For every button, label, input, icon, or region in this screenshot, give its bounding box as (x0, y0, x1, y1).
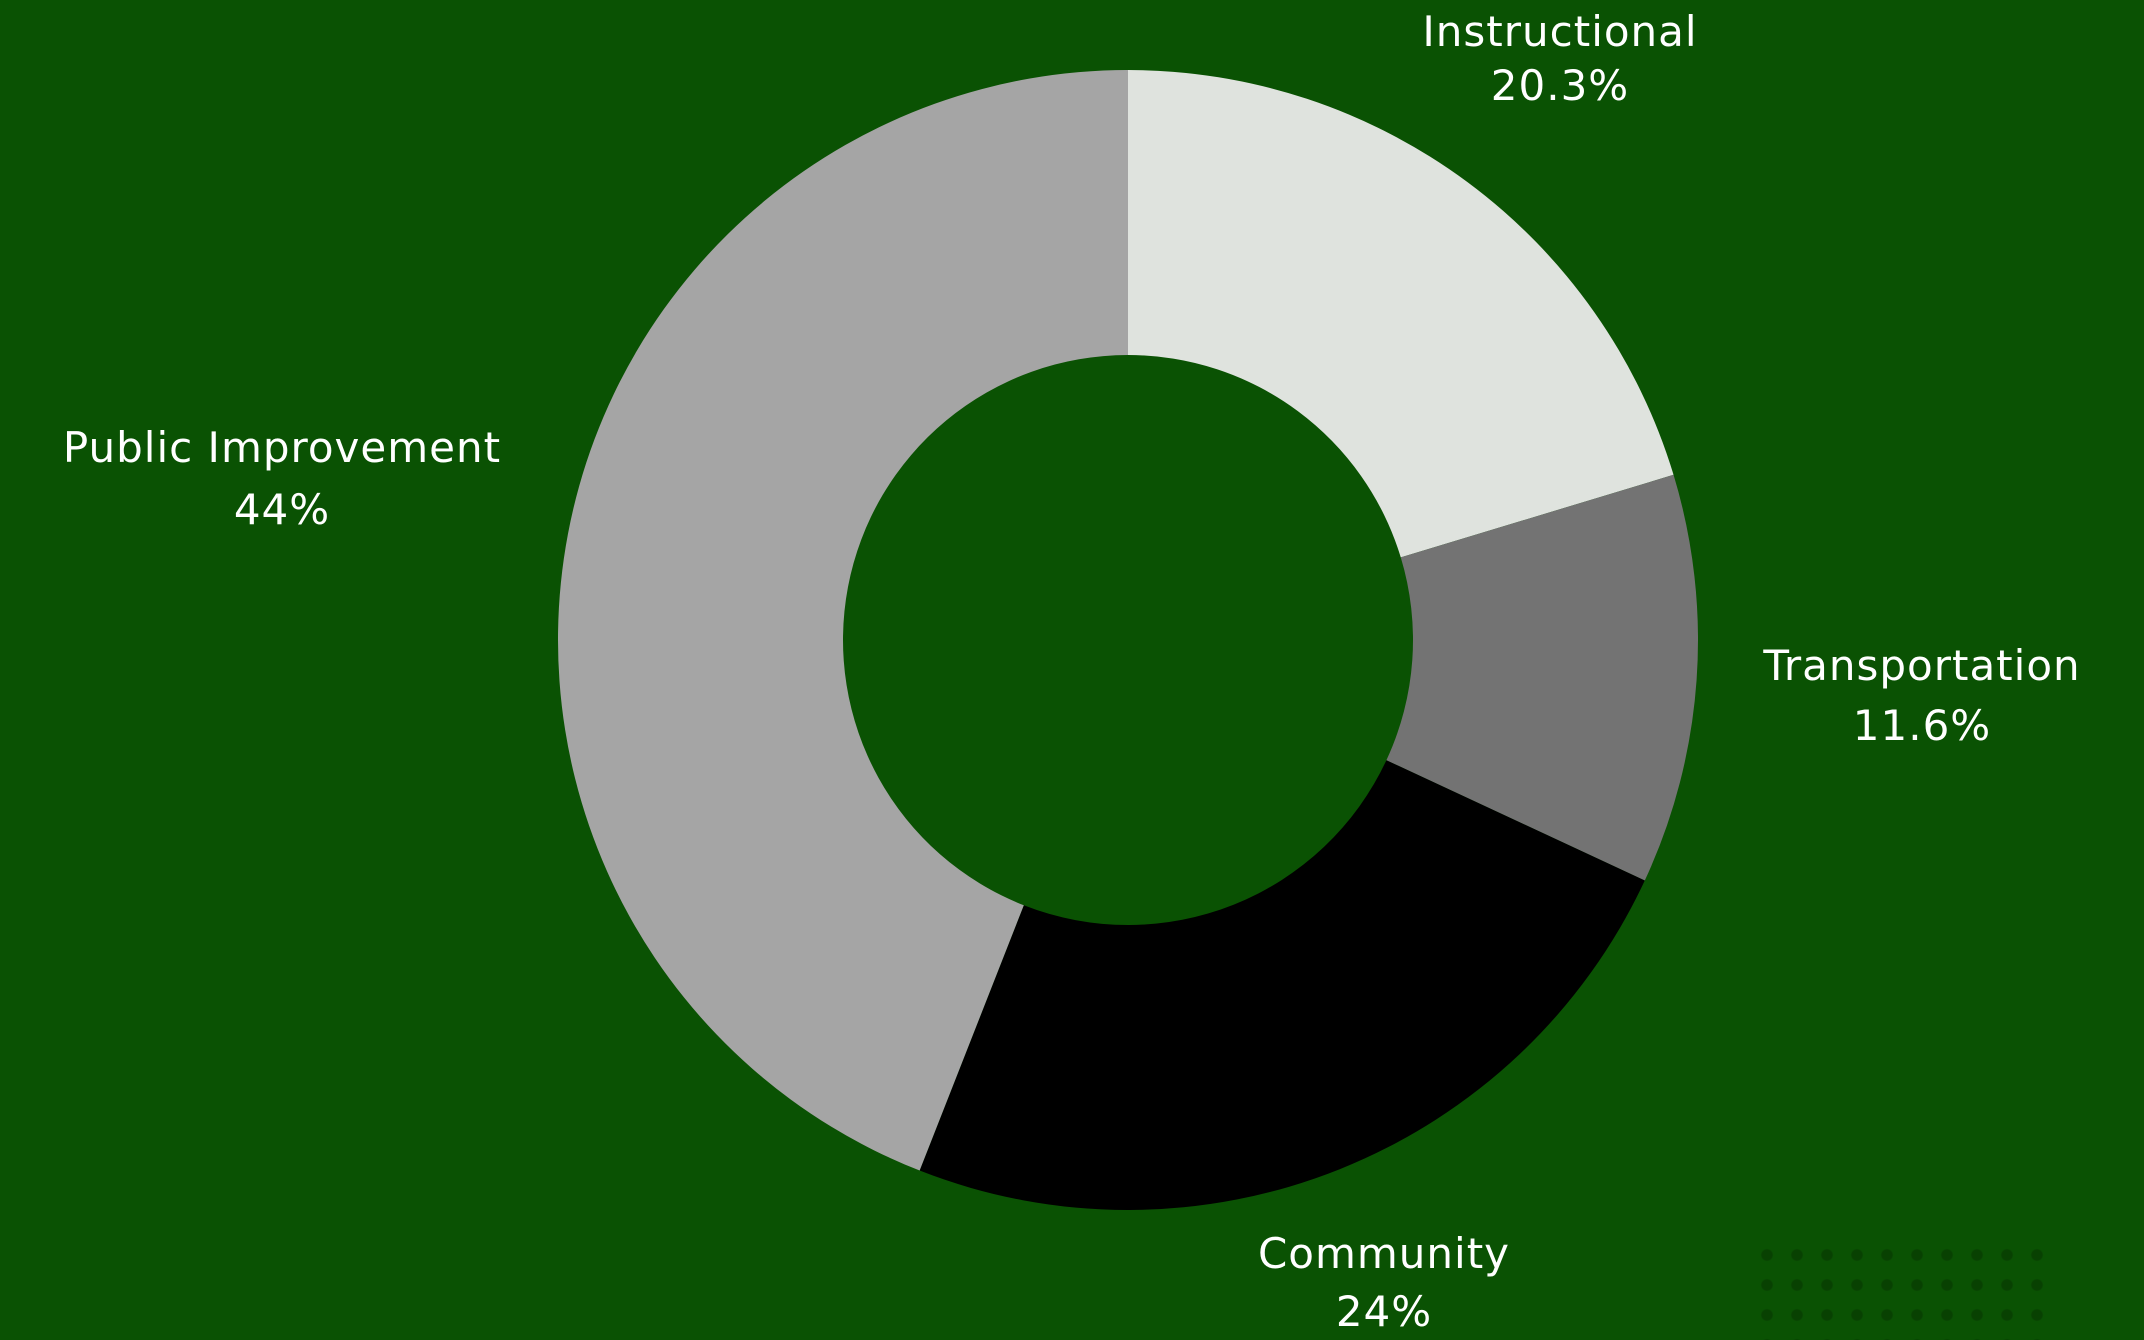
donut-slices (558, 70, 1698, 1210)
slice-community (919, 760, 1645, 1210)
slice-transportation (1386, 474, 1698, 881)
slice-label-instructional: Instructional (1422, 7, 1697, 56)
slice-value-instructional: 20.3% (1491, 61, 1629, 110)
slice-label-public-improvement: Public Improvement (63, 423, 501, 472)
slice-label-community: Community (1258, 1229, 1510, 1278)
donut-labels: Instructional 20.3% Transportation 11.6% Com… (63, 7, 2080, 1336)
slice-value-community: 24% (1336, 1287, 1432, 1336)
slice-instructional (1128, 70, 1674, 558)
slice-label-transportation: Transportation (1762, 641, 2080, 690)
decorative-dot-grid (1752, 1240, 2052, 1340)
slice-value-transportation: 11.6% (1853, 701, 1991, 750)
slice-public-improvement (558, 70, 1128, 1171)
slice-value-public-improvement: 44% (234, 485, 330, 534)
